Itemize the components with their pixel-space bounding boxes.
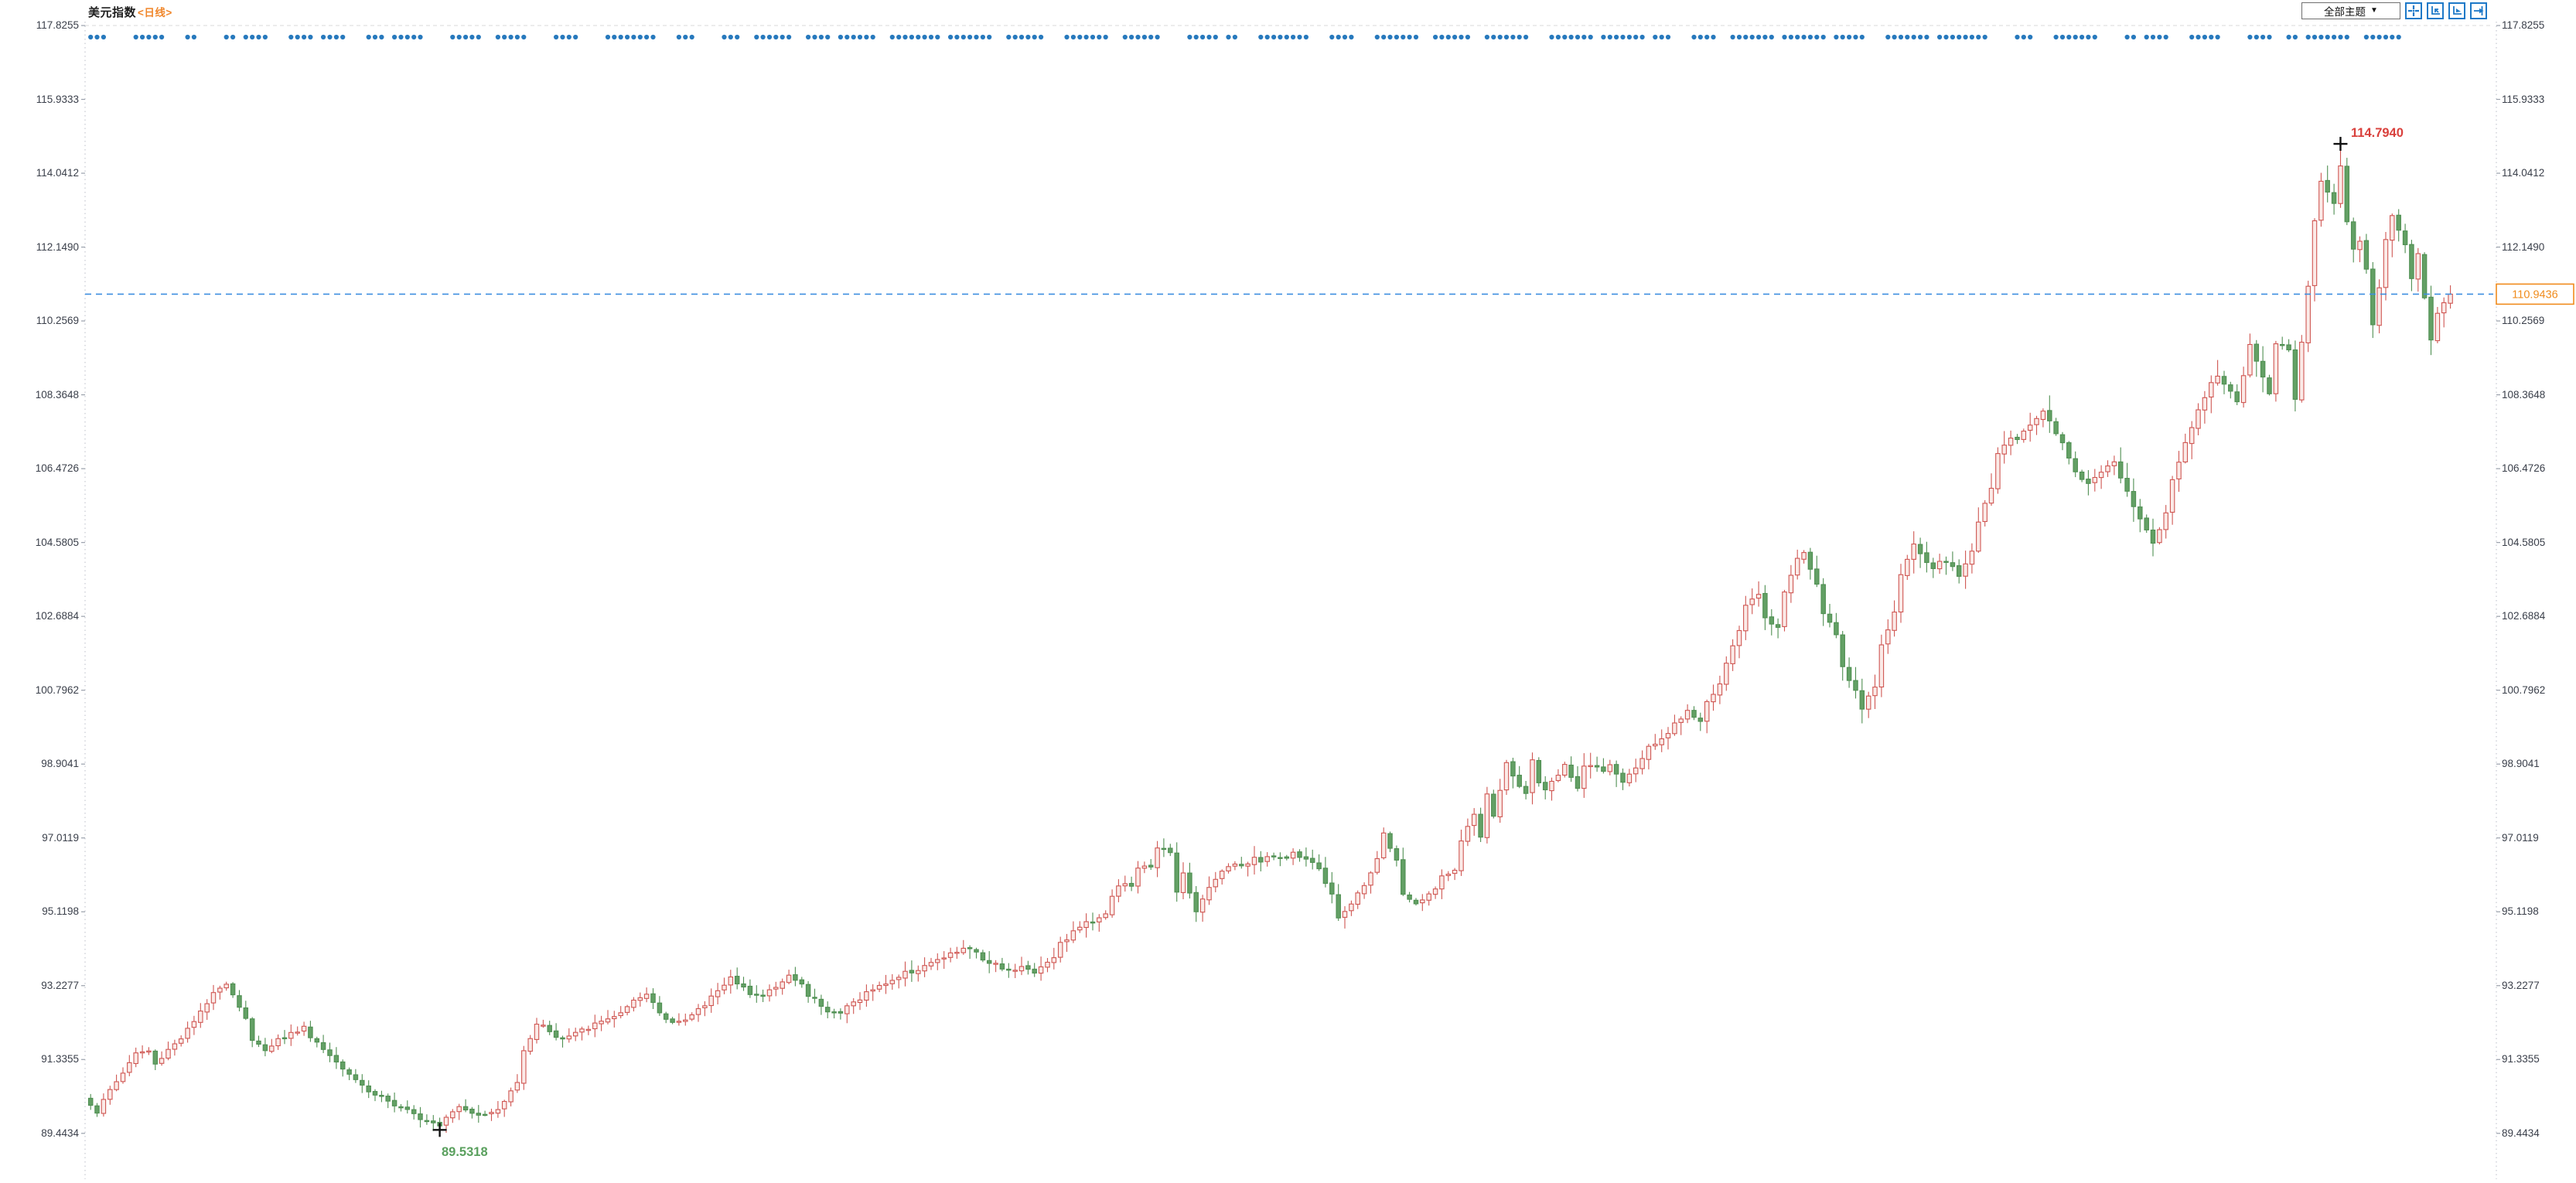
y-axis-label: 97.0119 bbox=[42, 832, 79, 844]
y-axis-label: 102.6884 bbox=[35, 610, 79, 622]
crosshair-icon[interactable] bbox=[2405, 2, 2422, 19]
y-axis-label: 114.0412 bbox=[36, 167, 79, 179]
candlestick-series[interactable] bbox=[87, 144, 2453, 1134]
y-axis-label: 104.5805 bbox=[2502, 537, 2546, 548]
y-axis-label: 100.7962 bbox=[35, 684, 79, 696]
y-axis-label: 114.0412 bbox=[2502, 167, 2545, 179]
y-axis-label: 110.2569 bbox=[36, 315, 79, 326]
jump-to-latest-icon[interactable] bbox=[2470, 2, 2487, 19]
y-axis-label: 98.9041 bbox=[2502, 758, 2540, 769]
y-axis-label: 93.2277 bbox=[2502, 980, 2540, 991]
y-axis-label: 100.7962 bbox=[2502, 684, 2546, 696]
y-axis-label: 95.1198 bbox=[42, 905, 79, 917]
y-axis-label: 104.5805 bbox=[35, 537, 79, 548]
svg-text:110.9436: 110.9436 bbox=[2512, 288, 2557, 301]
y-axis-label: 110.2569 bbox=[2502, 315, 2545, 326]
chevron-down-icon: ▼ bbox=[2370, 6, 2378, 15]
y-axis-label: 106.4726 bbox=[35, 462, 79, 474]
y-axis-label: 112.1490 bbox=[2502, 241, 2545, 253]
theme-dropdown-label: 全部主题 bbox=[2324, 6, 2366, 18]
y-axis-label: 112.1490 bbox=[36, 241, 79, 253]
chart-title: 美元指数 <日线> bbox=[88, 4, 172, 20]
event-marker-dots[interactable] bbox=[88, 34, 2401, 40]
theme-dropdown-button[interactable]: 全部主题 ▼ bbox=[2301, 2, 2400, 19]
y-axis-label: 106.4726 bbox=[2502, 462, 2546, 474]
timeframe-label[interactable]: <日线> bbox=[138, 7, 172, 19]
y-axis-scale-icon[interactable] bbox=[2427, 2, 2444, 19]
high-point-marker bbox=[2333, 137, 2348, 152]
y-axis-label: 108.3648 bbox=[2502, 389, 2546, 401]
low-annotation: 89.5318 bbox=[442, 1145, 488, 1159]
chart-toolbar: 全部主题 ▼ bbox=[2301, 2, 2487, 19]
high-annotation: 114.7940 bbox=[2351, 126, 2404, 140]
symbol-name: 美元指数 bbox=[88, 6, 137, 19]
y-axis-label: 102.6884 bbox=[2502, 610, 2546, 622]
last-price-badge: 110.9436 bbox=[2496, 283, 2574, 305]
y-axis-label: 115.9333 bbox=[36, 94, 79, 105]
x-axis-scale-icon[interactable] bbox=[2448, 2, 2465, 19]
y-axis-label: 95.1198 bbox=[2502, 905, 2539, 917]
y-axis-label: 91.3355 bbox=[2502, 1053, 2540, 1065]
y-axis-label: 117.8255 bbox=[36, 19, 79, 31]
y-axis-label: 115.9333 bbox=[2502, 94, 2545, 105]
y-axis-label: 98.9041 bbox=[41, 758, 79, 769]
y-axis-label: 89.4434 bbox=[41, 1127, 79, 1139]
low-point-marker bbox=[432, 1123, 447, 1137]
y-axis-label: 89.4434 bbox=[2502, 1127, 2540, 1139]
y-axis-label: 117.8255 bbox=[2502, 19, 2545, 31]
y-axis-label: 93.2277 bbox=[41, 980, 79, 991]
y-axis-label: 91.3355 bbox=[41, 1053, 79, 1065]
y-axis-label: 97.0119 bbox=[2502, 832, 2539, 844]
y-axis-label: 108.3648 bbox=[35, 389, 79, 401]
